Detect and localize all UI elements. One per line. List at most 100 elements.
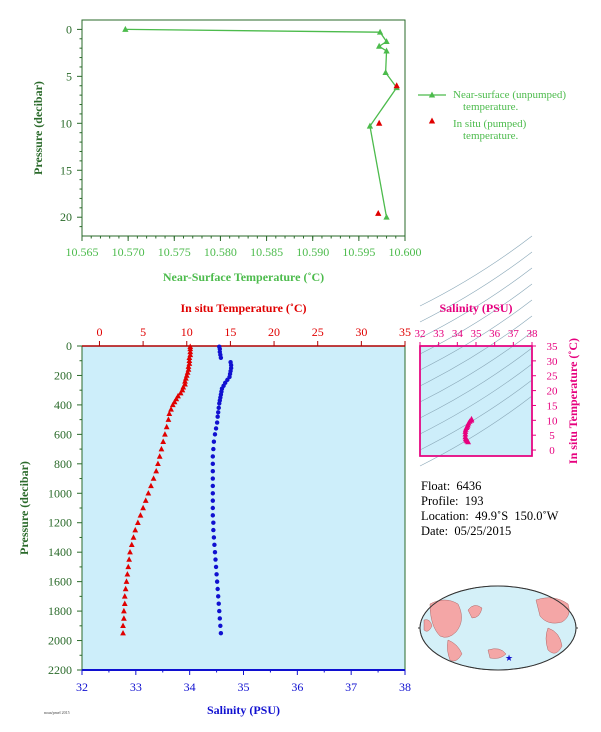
y-tick-label: 600 <box>54 427 72 441</box>
temperature-point <box>126 556 133 562</box>
salinity-point <box>210 468 216 474</box>
temperature-point <box>142 497 149 503</box>
salinity-point <box>211 535 217 540</box>
density-contour <box>419 267 533 339</box>
temperature-point <box>160 438 167 444</box>
near-surface-point <box>366 122 374 129</box>
top-axis-title: In situ Temperature (˚C) <box>180 301 306 315</box>
salinity-point <box>210 513 216 518</box>
temperature-point <box>158 445 165 452</box>
y-tick-label: 1000 <box>48 486 72 500</box>
temperature-point <box>120 622 126 629</box>
plot-background <box>81 345 406 671</box>
bottom-tick-label: 37 <box>345 680 357 694</box>
salinity-point <box>218 355 224 360</box>
ts-right-tick-label: 30 <box>547 356 559 368</box>
density-contour <box>419 347 533 419</box>
salinity-point <box>211 527 216 533</box>
map-landmass <box>423 619 433 632</box>
map-landmass <box>487 648 507 659</box>
y-tick-label: 1800 <box>48 604 72 618</box>
y-tick-label: 2200 <box>48 663 72 677</box>
temperature-point <box>140 504 146 511</box>
salinity-point <box>216 405 221 411</box>
ts-right-tick-label: 35 <box>547 341 559 353</box>
ts-top-tick-label: 37 <box>508 328 520 340</box>
y-axis-title: Pressure (decibar) <box>17 461 31 555</box>
salinity-point <box>210 498 216 503</box>
near-surface-point <box>376 42 383 49</box>
ts-right-tick-label: 5 <box>549 430 555 442</box>
ts-top-tick-label: 36 <box>489 328 501 340</box>
salinity-point <box>210 491 216 496</box>
near-surface-point <box>383 47 390 54</box>
y-tick-label: 400 <box>54 398 72 412</box>
map-landmass <box>429 599 462 638</box>
salinity-point <box>211 520 216 525</box>
temperature-point <box>162 431 168 437</box>
bottom-tick-label: 34 <box>184 680 196 694</box>
float-location-marker: ★ <box>505 654 513 664</box>
near-surface-line <box>125 28 398 218</box>
salinity-point <box>214 579 220 584</box>
density-contour <box>419 235 533 307</box>
density-contour <box>419 251 533 323</box>
x-tick-label: 10.585 <box>250 245 283 259</box>
temperature-point <box>155 460 161 467</box>
profile-panel: 0200400600800100012001400160018002000220… <box>17 301 411 717</box>
temperature-point <box>132 526 139 533</box>
ts-top-tick-label: 38 <box>527 328 539 340</box>
near-surface-temperature-panel: 10.565 10.570 10.575 10.580 10.585 10.590 10.5… <box>31 19 566 284</box>
bottom-tick-label: 38 <box>399 680 411 694</box>
near-surface-point <box>376 28 384 35</box>
y-tick-label: 0 <box>66 22 72 36</box>
temperature-point <box>130 534 137 540</box>
x-tick-label: 10.565 <box>66 245 99 259</box>
float-location: Location: 49.9˚S 150.0˚W <box>421 509 559 523</box>
salinity-point <box>215 594 221 599</box>
ts-point <box>462 426 469 432</box>
legend-label: Near-surface (unpumped) <box>453 89 566 101</box>
temperature-point <box>120 629 126 636</box>
temperature-point <box>186 354 193 361</box>
temperature-point <box>186 357 193 363</box>
density-contour <box>419 363 533 435</box>
ts-background <box>419 345 533 457</box>
bottom-tick-label: 32 <box>76 680 88 694</box>
ts-right-tick-label: 25 <box>547 371 559 383</box>
map-landmass <box>545 627 563 654</box>
y-tick-label: 200 <box>54 368 72 382</box>
temperature-point <box>166 410 173 416</box>
temperature-point <box>153 467 160 474</box>
salinity-point <box>213 557 218 562</box>
salinity-point <box>210 483 216 489</box>
salinity-point <box>215 410 221 415</box>
temperature-point <box>121 600 128 606</box>
in-situ-point <box>393 82 400 89</box>
salinity-point <box>218 623 223 629</box>
salinity-point <box>216 601 221 606</box>
temperature-point <box>150 475 157 481</box>
temperature-point <box>187 345 194 352</box>
legend-label: temperature. <box>463 130 519 142</box>
y-tick-label: 20 <box>60 210 72 224</box>
temperature-point <box>137 512 144 518</box>
temperature-point <box>123 578 130 584</box>
ts-top-tick-label: 34 <box>452 328 464 340</box>
profile-date: Date: 05/25/2015 <box>421 524 512 538</box>
y-tick-label: 2000 <box>48 634 72 648</box>
in-situ-point <box>376 119 383 126</box>
world-map: ★ <box>418 585 578 671</box>
top-tick-label: 25 <box>312 325 324 339</box>
density-contour <box>419 283 533 355</box>
ts-right-tick-label: 0 <box>549 445 555 457</box>
top-tick-label: 35 <box>399 325 411 339</box>
legend-marker-near-surface <box>428 91 436 98</box>
footer-credit: noaa/pmel 2015 <box>44 710 70 715</box>
temperature-point <box>187 348 194 355</box>
density-contour <box>419 395 533 467</box>
bottom-tick-label: 36 <box>291 680 303 694</box>
top-tick-label: 30 <box>355 325 367 339</box>
temperature-point <box>122 585 129 592</box>
